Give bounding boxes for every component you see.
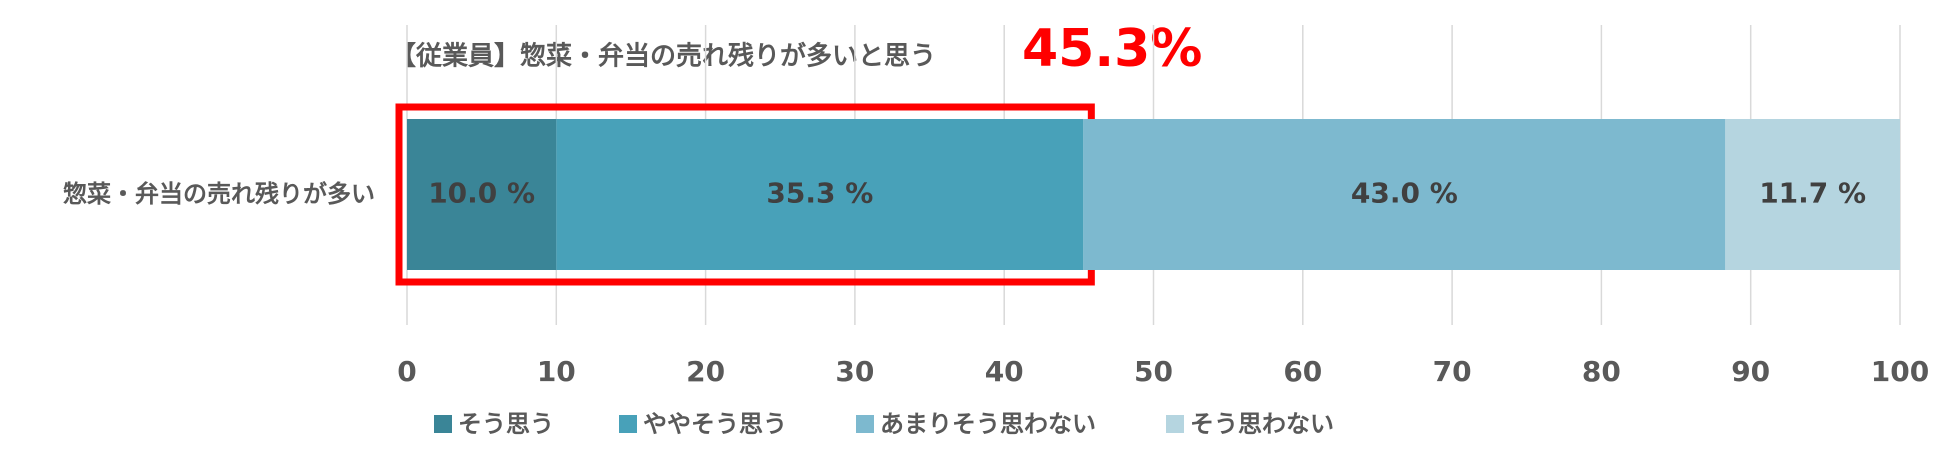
x-tick-label: 70 <box>1433 355 1472 388</box>
bar-segment <box>556 119 1084 270</box>
bar-segment <box>1083 119 1726 270</box>
legend-label: ややそう思う <box>643 410 787 438</box>
bar-segment <box>1725 119 1900 270</box>
data-label: 10.0 % <box>428 177 535 210</box>
chart-title: 【従業員】惣菜・弁当の売れ残りが多いと思う <box>390 41 936 72</box>
legend-label: あまりそう思わない <box>880 410 1096 438</box>
x-tick-label: 30 <box>835 355 874 388</box>
x-tick-label: 60 <box>1283 355 1322 388</box>
bar-segment <box>407 119 557 270</box>
annotation: 45.3% <box>1022 19 1202 79</box>
x-tick-label: 0 <box>397 355 416 388</box>
data-label: 35.3 % <box>766 177 873 210</box>
legend-label: そう思う <box>458 410 554 438</box>
x-tick-label: 40 <box>985 355 1024 388</box>
x-tick-label: 50 <box>1134 355 1173 388</box>
data-label: 43.0 % <box>1351 177 1458 210</box>
x-tick-label: 80 <box>1582 355 1621 388</box>
legend-label: そう思わない <box>1190 410 1334 438</box>
legend-swatch <box>856 415 874 433</box>
x-tick-label: 100 <box>1871 355 1929 388</box>
legend-swatch <box>1166 415 1184 433</box>
data-label: 11.7 % <box>1759 177 1866 210</box>
legend-swatch <box>434 415 452 433</box>
y-tick-label: 惣菜・弁当の売れ残りが多い <box>63 180 375 208</box>
x-tick-label: 10 <box>537 355 576 388</box>
legend-swatch <box>619 415 637 433</box>
x-tick-label: 90 <box>1731 355 1770 388</box>
x-tick-label: 20 <box>686 355 725 388</box>
